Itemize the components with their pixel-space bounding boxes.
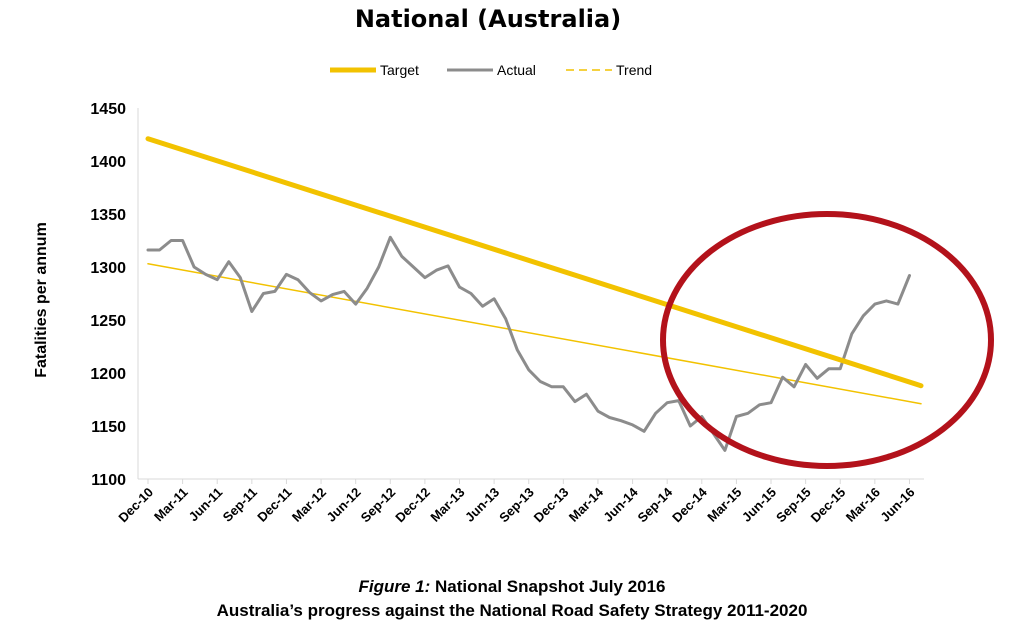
y-tick-label: 1250 <box>90 313 126 330</box>
series-target-line <box>145 136 924 389</box>
x-tick-label: Dec-14 <box>669 484 710 525</box>
series-actual-line <box>146 235 911 452</box>
x-tick-label: Jun-13 <box>462 485 502 525</box>
figure-subtitle: Australia’s progress against the Nationa… <box>216 601 808 620</box>
x-tick-label: Mar-15 <box>704 485 744 525</box>
x-tick-label: Jun-15 <box>739 485 779 525</box>
legend-label-trend: Trend <box>616 62 652 78</box>
x-tick-label: Dec-10 <box>115 485 156 526</box>
x-tick-label: Sep-11 <box>220 485 260 525</box>
y-ticks: 1100 1150 1200 1250 1300 1350 1400 1450 <box>90 101 126 489</box>
x-tick-label: Sep-14 <box>635 484 676 525</box>
x-tick-label: Dec-12 <box>392 485 433 526</box>
x-ticks: Dec-10Mar-11Jun-11Sep-11Dec-11Mar-12Jun-… <box>115 479 918 526</box>
x-tick-label: Dec-15 <box>808 485 849 526</box>
y-tick-label: 1350 <box>90 207 126 224</box>
axes <box>137 108 924 480</box>
x-tick-label: Mar-16 <box>843 485 883 525</box>
x-tick-label: Sep-13 <box>496 485 537 526</box>
x-tick-label: Sep-15 <box>773 485 814 526</box>
legend-label-actual: Actual <box>497 62 536 78</box>
x-tick-label: Jun-14 <box>600 484 641 525</box>
x-tick-label: Jun-16 <box>877 485 917 525</box>
x-tick-label: Mar-12 <box>289 485 329 525</box>
y-tick-label: 1400 <box>90 154 126 171</box>
x-tick-label: Dec-11 <box>254 485 294 525</box>
chart-title: National (Australia) <box>355 5 621 33</box>
legend: Target Actual Trend <box>330 62 652 78</box>
y-tick-label: 1100 <box>91 472 126 489</box>
x-tick-label: Mar-13 <box>427 485 467 525</box>
x-tick-label: Jun-11 <box>186 485 226 525</box>
legend-label-target: Target <box>380 62 419 78</box>
y-tick-label: 1150 <box>91 419 126 436</box>
x-tick-label: Mar-14 <box>566 484 607 525</box>
figure-title: National Snapshot July 2016 <box>435 577 666 596</box>
series-trend-line <box>147 263 922 405</box>
series-group <box>145 136 924 452</box>
y-tick-label: 1450 <box>90 101 126 118</box>
x-tick-label: Jun-12 <box>324 485 364 525</box>
y-tick-label: 1300 <box>90 260 126 277</box>
y-axis-label: Fatalities per annum <box>33 222 50 378</box>
figure-caption: Figure 1: National Snapshot July 2016 <box>0 577 1024 597</box>
highlight-ellipse <box>660 211 994 469</box>
y-tick-label: 1200 <box>90 366 126 383</box>
x-tick-label: Dec-13 <box>531 485 572 526</box>
figure-label: Figure 1: <box>358 577 431 596</box>
x-tick-label: Sep-12 <box>358 485 399 526</box>
x-tick-label: Mar-11 <box>151 485 191 525</box>
